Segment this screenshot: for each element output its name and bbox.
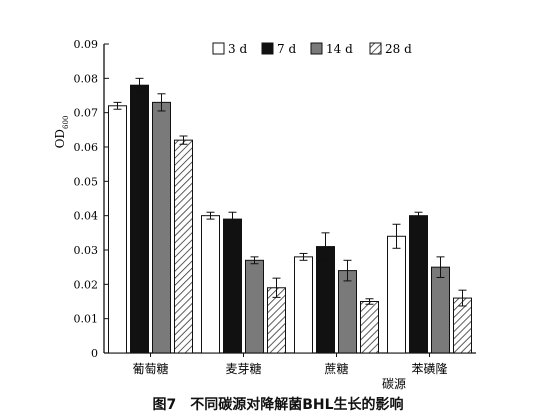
y-tick-label: 0.02 [74,278,99,291]
bar [152,101,171,354]
legend-swatch [261,42,274,55]
legend-label: 28 d [385,42,412,56]
bar [130,84,149,354]
y-tick-label: 0.04 [74,210,99,223]
y-tick-label: 0 [91,347,98,360]
bar [316,246,335,354]
y-tick-label: 0.01 [74,313,99,326]
bar [387,235,406,354]
bar [431,266,450,354]
figure-title: 不同碳源对降解菌BHL生长的影响 [190,397,404,413]
bar [245,259,264,354]
y-axis-label: OD600 [53,116,70,149]
x-tick-label: 葡萄糖 [132,361,168,376]
bar [338,270,357,354]
axis-labels: OD600 碳源 [53,116,406,391]
bar [108,105,127,354]
y-tick-label: 0.06 [74,141,99,154]
axes: 0 0.01 0.02 0.03 0.04 0.05 0.06 0.07 0.08 0.09 [74,38,476,360]
x-axis-label: 碳源 [382,377,406,391]
legend-label: 14 d [326,42,353,56]
x-tick-label: 蔗糖 [324,361,348,376]
bar [294,256,313,354]
bar [174,139,193,354]
bars: 葡萄糖 麦芽糖 蔗糖 苯磺隆 [108,77,472,376]
y-tick-label: 0.07 [74,107,99,120]
bar [201,215,220,354]
figure-caption: 图7 不同碳源对降解菌BHL生长的影响 [0,394,556,414]
y-tick-label: 0.03 [74,244,99,257]
legend-swatch [369,42,382,55]
x-tick-label: 苯磺隆 [411,361,447,376]
legend-label: 3 d [228,42,247,56]
bar [360,301,379,354]
figure-number: 图7 [152,397,177,413]
legend: 3 d 7 d 14 d 28 d [212,42,412,56]
bar [223,218,242,354]
x-tick-label: 麦芽糖 [225,361,261,376]
legend-swatch [212,42,225,55]
y-tick-label: 0.05 [74,175,99,188]
y-tick-label: 0.09 [74,38,99,51]
legend-label: 7 d [277,42,296,56]
legend-swatch [310,42,323,55]
y-tick-label: 0.08 [74,72,99,85]
bar [409,215,428,354]
